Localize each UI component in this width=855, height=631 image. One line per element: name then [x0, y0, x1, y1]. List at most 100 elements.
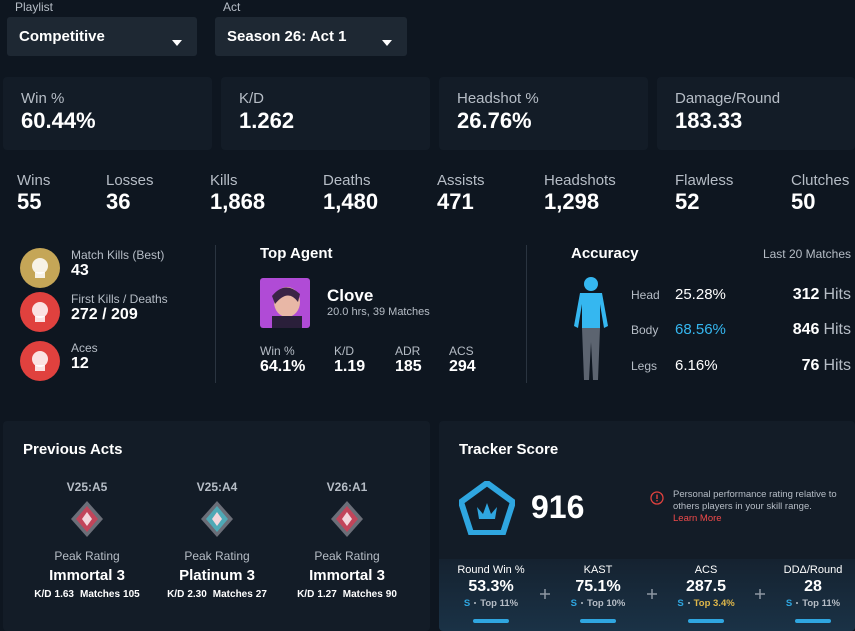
agent-portrait-part [272, 287, 300, 304]
highlight-icon-part [32, 351, 48, 367]
info-icon-part [650, 491, 664, 505]
plus-icon [540, 586, 550, 599]
dropdown-caret-part [172, 40, 182, 46]
score-bar [580, 619, 616, 623]
plus-icon [647, 586, 657, 599]
stat-card: K/D 1.262 [221, 77, 430, 150]
accuracy-hits: 312 Hits [793, 286, 851, 304]
score-stat-value: 75.1% [575, 578, 621, 595]
agent-stat-value: 294 [449, 358, 476, 375]
act-kd-line: K/D 2.30 Matches 27 [157, 589, 277, 600]
matches-label: Matches [80, 589, 121, 600]
body-figure-part [574, 277, 608, 380]
hits-unit: Hits [823, 321, 851, 338]
divider [215, 245, 216, 383]
plus-icon-part [755, 589, 765, 599]
dropdown-value: Competitive [19, 28, 105, 45]
stat-value: 1,868 [210, 189, 266, 214]
act-kd-line: K/D 1.63 Matches 105 [27, 589, 147, 600]
score-stat-grade: S Top 11% [763, 598, 855, 609]
dropdown-caret-part [382, 40, 392, 46]
stat-label: Deaths [323, 172, 371, 189]
highlight-value: 12 [71, 355, 89, 372]
stat-label: Headshots [544, 172, 616, 189]
dropdown[interactable]: Competitive [7, 17, 197, 56]
plus-icon-part [647, 589, 657, 599]
accuracy-part: Legs [631, 359, 658, 373]
grade: S [677, 598, 684, 609]
rank-icon [69, 500, 105, 538]
rank-icon [329, 500, 365, 538]
stat-label: Headshot % [457, 90, 539, 107]
learn-more-link[interactable]: Learn More [673, 513, 722, 524]
grade-dot [580, 602, 583, 605]
grade-dot [796, 602, 799, 605]
matches-label: Matches [212, 589, 253, 600]
highlight-icon [20, 248, 60, 288]
matches-value: 105 [123, 589, 140, 600]
score-description: Personal performance rating relative to … [673, 489, 837, 512]
body-figure [570, 276, 612, 382]
accuracy-hits: 846 Hits [793, 321, 851, 339]
accuracy-hits: 76 Hits [802, 357, 851, 375]
stat-label: Damage/Round [675, 90, 781, 107]
hits-count: 312 [792, 286, 820, 303]
grade-dot [687, 602, 690, 605]
kd-label: K/D [167, 589, 185, 600]
stat-label: Assists [437, 172, 485, 189]
stat-card: Win % 60.44% [3, 77, 212, 150]
stat-label: Kills [210, 172, 238, 189]
score-badge [457, 479, 517, 536]
kd-label: K/D [34, 589, 52, 600]
highlight-icon-part [20, 341, 60, 381]
grade: S [463, 598, 471, 609]
plus-icon-part [540, 589, 550, 599]
score-stat-label: Round Win % [457, 564, 525, 576]
dropdown-caret [172, 33, 182, 46]
highlight-icon [20, 292, 60, 332]
rank: Top 11% [480, 598, 519, 609]
rank-icon-part [82, 512, 92, 526]
highlight-icon [20, 341, 60, 381]
highlight-value: 43 [71, 262, 89, 279]
matches-value: 27 [255, 589, 267, 600]
stat-card: Headshot % 26.76% [439, 77, 648, 150]
stat-label: Win % [21, 90, 65, 107]
rank-icon-part [331, 501, 363, 537]
kd-value: 1.27 [317, 589, 337, 600]
highlight-icon-part [32, 302, 48, 318]
dropdown[interactable]: Season 26: Act 1 [215, 17, 407, 56]
tracker-score-panel: Tracker Score 916 Personal performance rat… [439, 421, 855, 631]
stat-value: 471 [437, 189, 474, 214]
agent-portrait-part [272, 316, 302, 328]
score-badge-part [457, 479, 517, 536]
stat-value: 183.33 [675, 108, 743, 133]
highlight-icon-part [32, 258, 48, 274]
body-figure-part [584, 277, 598, 291]
score-bar [795, 619, 831, 623]
dropdown-value: Season 26: Act 1 [227, 28, 347, 45]
highlight-value: 272 / 209 [71, 306, 138, 323]
grade: S [785, 598, 793, 609]
accuracy-part: Body [631, 323, 659, 337]
stat-value: 36 [106, 189, 131, 214]
hits-unit: Hits [823, 286, 851, 303]
stat-value: 55 [17, 189, 42, 214]
score-stat-value: 28 [804, 578, 822, 595]
stat-value: 50 [791, 189, 816, 214]
score-stat-value: 53.3% [468, 578, 514, 595]
body-figure-part [582, 328, 600, 380]
stat-value: 1,480 [323, 189, 379, 214]
stat-label: Losses [106, 172, 154, 189]
matches-label: Matches [342, 589, 383, 600]
dropdown-caret [382, 33, 392, 46]
rank-name: Immortal 3 [49, 567, 125, 584]
score-stat-grade: S Top 10% [548, 598, 648, 609]
section-title: Accuracy [571, 245, 639, 262]
act-kd-line: K/D 1.27 Matches 90 [287, 589, 407, 600]
plus-icon-part [540, 589, 550, 599]
stat-value: 60.44% [21, 108, 96, 133]
score-stat-label: ACS [694, 564, 718, 576]
agent-stat-label: K/D [334, 344, 355, 358]
